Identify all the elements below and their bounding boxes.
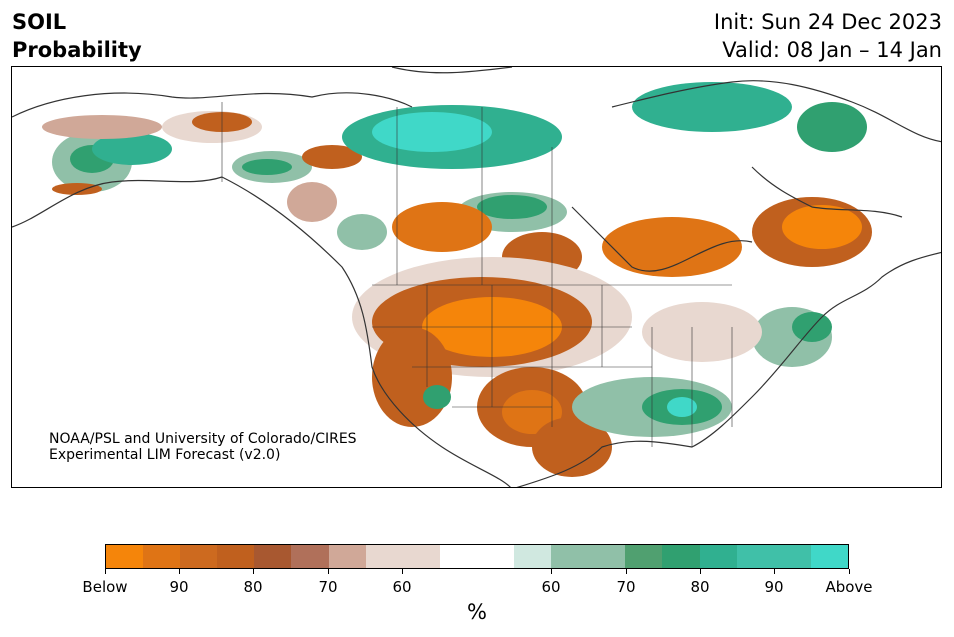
colorbar-segment: [254, 545, 292, 568]
colorbar-segment: [736, 545, 774, 568]
colorbar-tick: [700, 569, 701, 574]
colorbar-segment: [551, 545, 589, 568]
colorbar-segment: [625, 545, 663, 568]
forecast-map: [11, 66, 942, 488]
colorbar-segment: [439, 545, 477, 568]
political-borders: [221, 102, 733, 447]
colorbar-tick-label: 90: [169, 578, 189, 596]
colorbar-segment: [810, 545, 848, 568]
colorbar-tick: [179, 569, 180, 574]
credit-text: NOAA/PSL and University of Colorado/CIRE…: [49, 431, 357, 463]
colorbar-tick-label: 80: [243, 578, 263, 596]
init-date: Init: Sun 24 Dec 2023: [713, 10, 942, 34]
colorbar-tick-label: 60: [392, 578, 412, 596]
colorbar-tick: [105, 569, 106, 574]
metric-name: Probability: [12, 38, 142, 62]
colorbar-segment: [180, 545, 218, 568]
colorbar-tick-label: 70: [616, 578, 636, 596]
colorbar-segment: [514, 545, 552, 568]
colorbar-segment: [217, 545, 255, 568]
colorbar-tick-label: Above: [825, 578, 873, 596]
colorbar-tick-label: 90: [764, 578, 784, 596]
colorbar-tick-label: 60: [541, 578, 561, 596]
colorbar-segment: [106, 545, 144, 568]
colorbar-segment: [476, 545, 515, 568]
credit-line-1: NOAA/PSL and University of Colorado/CIRE…: [49, 431, 357, 447]
map-canvas: [12, 67, 941, 487]
colorbar-segment: [143, 545, 181, 568]
colorbar-tick-label: 70: [318, 578, 338, 596]
colorbar-segment: [773, 545, 811, 568]
colorbar-tick: [253, 569, 254, 574]
colorbar-segment: [291, 545, 329, 568]
colorbar-tick: [402, 569, 403, 574]
colorbar-tick: [328, 569, 329, 574]
map-title: SOIL Probability: [12, 8, 142, 64]
colorbar-tick: [774, 569, 775, 574]
colorbar-tick: [849, 569, 850, 574]
colorbar-tick: [551, 569, 552, 574]
coastlines: [12, 67, 941, 487]
colorbar-segment: [402, 545, 440, 568]
colorbar-tick-label: 80: [690, 578, 710, 596]
colorbar-segment: [328, 545, 366, 568]
colorbar-segment: [699, 545, 737, 568]
colorbar-segment: [365, 545, 403, 568]
forecast-dates: Init: Sun 24 Dec 2023 Valid: 08 Jan – 14…: [714, 8, 942, 64]
variable-name: SOIL: [12, 10, 67, 34]
colorbar-segment: [662, 545, 700, 568]
colorbar-segment: [588, 545, 626, 568]
colorbar-unit: %: [467, 600, 487, 624]
credit-line-2: Experimental LIM Forecast (v2.0): [49, 447, 281, 463]
probability-shading: [42, 82, 872, 477]
valid-range: Valid: 08 Jan – 14 Jan: [722, 38, 942, 62]
colorbar-tick: [626, 569, 627, 574]
colorbar-tick-label: Below: [82, 578, 128, 596]
colorbar: [105, 544, 849, 569]
